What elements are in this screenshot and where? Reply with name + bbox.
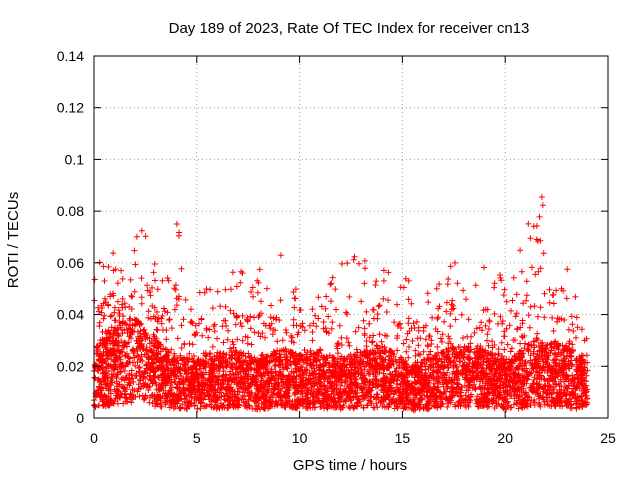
y-tick-label: 0.06: [57, 255, 84, 271]
y-tick-label: 0.1: [65, 151, 85, 167]
data-points: [91, 194, 591, 414]
x-tick-label: 5: [193, 430, 201, 446]
y-tick-label: 0.12: [57, 100, 84, 116]
plot-frame: [93, 55, 609, 419]
x-tick-label: 10: [292, 430, 308, 446]
y-axis-tick-labels: 0 0.02 0.04 0.06 0.08 0.1 0.12 0.14: [57, 48, 84, 426]
scatter-point-markers: [91, 194, 591, 414]
x-axis-title: GPS time / hours: [293, 457, 407, 474]
x-axis-tick-labels: 0 5 10 15 20 25: [90, 430, 616, 446]
axis-ticks: [93, 55, 609, 419]
x-tick-label: 0: [90, 430, 98, 446]
y-tick-label: 0: [76, 410, 84, 426]
y-tick-label: 0.04: [57, 307, 84, 323]
y-axis-title: ROTI / TECUs: [5, 192, 22, 288]
x-tick-label: 25: [600, 430, 616, 446]
x-tick-label: 15: [395, 430, 411, 446]
chart-title: Day 189 of 2023, Rate Of TEC Index for r…: [169, 20, 530, 37]
y-tick-label: 0.02: [57, 358, 84, 374]
y-tick-label: 0.08: [57, 203, 84, 219]
x-tick-label: 20: [497, 430, 513, 446]
y-tick-label: 0.14: [57, 48, 84, 64]
